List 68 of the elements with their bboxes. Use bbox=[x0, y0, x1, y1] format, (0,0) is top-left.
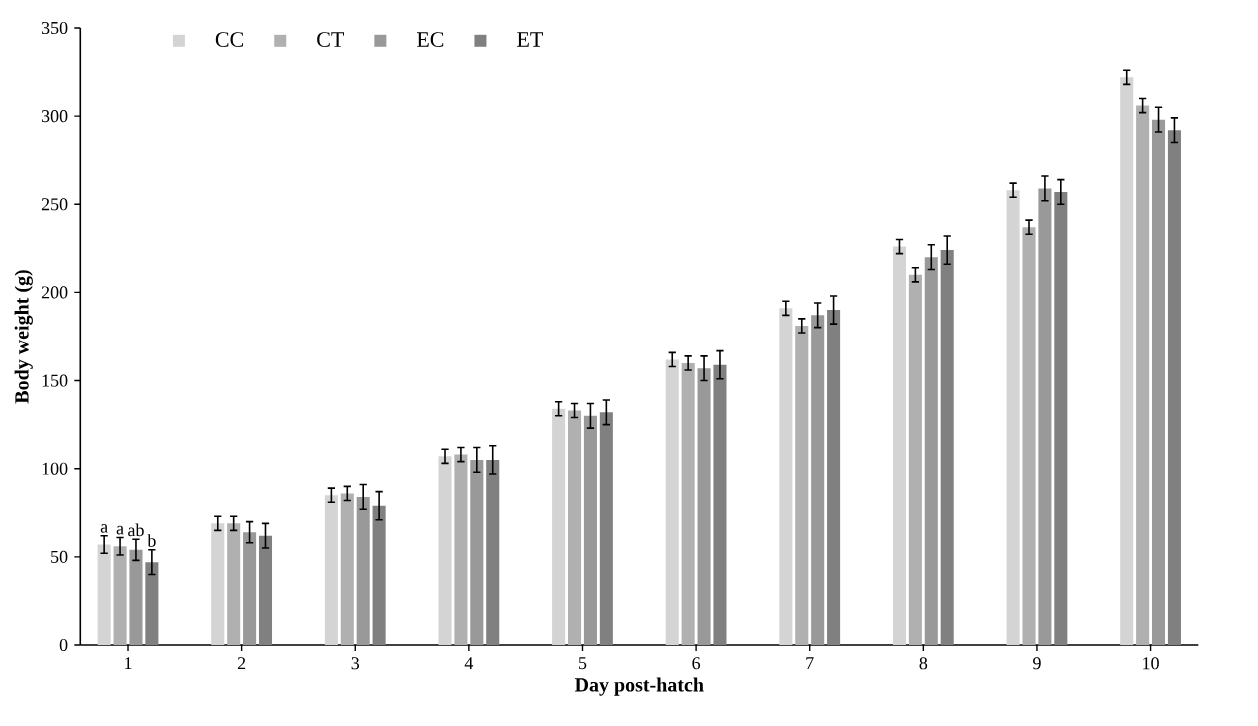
bar bbox=[924, 257, 938, 645]
legend-label: CT bbox=[317, 32, 344, 47]
x-tick-label: 3 bbox=[351, 657, 360, 670]
bar bbox=[583, 415, 597, 645]
bar bbox=[113, 546, 127, 645]
bar bbox=[129, 549, 143, 645]
bar bbox=[552, 408, 566, 645]
y-tick-label: 300 bbox=[41, 110, 68, 123]
bar bbox=[1167, 130, 1181, 645]
bar bbox=[599, 412, 613, 645]
bar bbox=[1006, 190, 1020, 645]
bar bbox=[211, 523, 225, 645]
bar bbox=[340, 493, 354, 645]
y-tick-label: 350 bbox=[41, 21, 68, 35]
bar bbox=[145, 562, 159, 645]
y-tick-label: 100 bbox=[42, 462, 68, 475]
x-tick-label: 7 bbox=[806, 657, 814, 669]
x-tick-label: 8 bbox=[919, 657, 928, 670]
bar bbox=[1054, 191, 1068, 645]
x-tick-label: 6 bbox=[692, 657, 701, 670]
bar bbox=[486, 459, 500, 645]
legend-label: EC bbox=[416, 32, 444, 47]
bar bbox=[372, 505, 386, 645]
annotation: b bbox=[147, 534, 156, 547]
bar bbox=[470, 459, 484, 645]
bar bbox=[1038, 188, 1052, 645]
x-tick-label: 1 bbox=[125, 657, 132, 670]
y-tick-label: 0 bbox=[59, 638, 68, 652]
bar bbox=[681, 362, 695, 645]
bar bbox=[243, 532, 257, 645]
x-axis-title: Day post-hatch bbox=[574, 677, 704, 696]
bar bbox=[568, 410, 582, 645]
y-tick-label: 200 bbox=[41, 286, 68, 299]
bar bbox=[97, 544, 111, 645]
bar bbox=[827, 310, 841, 645]
bar bbox=[1022, 227, 1036, 645]
bar bbox=[227, 523, 241, 645]
bar bbox=[779, 308, 793, 645]
bar bbox=[438, 456, 452, 645]
bar bbox=[713, 364, 727, 645]
bar bbox=[1152, 119, 1166, 645]
bar bbox=[908, 274, 922, 645]
y-tick-label: 150 bbox=[42, 374, 68, 387]
bar bbox=[1136, 105, 1150, 645]
y-tick-label: 50 bbox=[51, 550, 68, 563]
x-tick-label: 5 bbox=[579, 657, 587, 670]
bar bbox=[258, 535, 273, 645]
y-tick-label: 250 bbox=[41, 198, 68, 211]
bar bbox=[940, 250, 954, 645]
legend-label: ET bbox=[517, 32, 543, 47]
annotation: ab bbox=[128, 523, 144, 537]
bar bbox=[795, 325, 809, 645]
bar bbox=[697, 368, 711, 645]
x-tick-label: 9 bbox=[1033, 657, 1041, 670]
x-tick-label: 10 bbox=[1143, 657, 1159, 670]
annotation: a bbox=[100, 524, 108, 533]
annotation: a bbox=[116, 525, 124, 535]
bar bbox=[1120, 77, 1134, 645]
bar bbox=[665, 359, 679, 645]
legend-label: CC bbox=[215, 32, 244, 47]
x-tick-label: 2 bbox=[237, 657, 246, 670]
bar bbox=[324, 495, 338, 645]
bar bbox=[892, 246, 907, 645]
y-axis-title: Body weight (g) bbox=[14, 270, 33, 404]
bar bbox=[454, 454, 468, 645]
bar bbox=[811, 315, 825, 645]
x-tick-label: 4 bbox=[464, 657, 474, 670]
bar bbox=[356, 496, 370, 645]
